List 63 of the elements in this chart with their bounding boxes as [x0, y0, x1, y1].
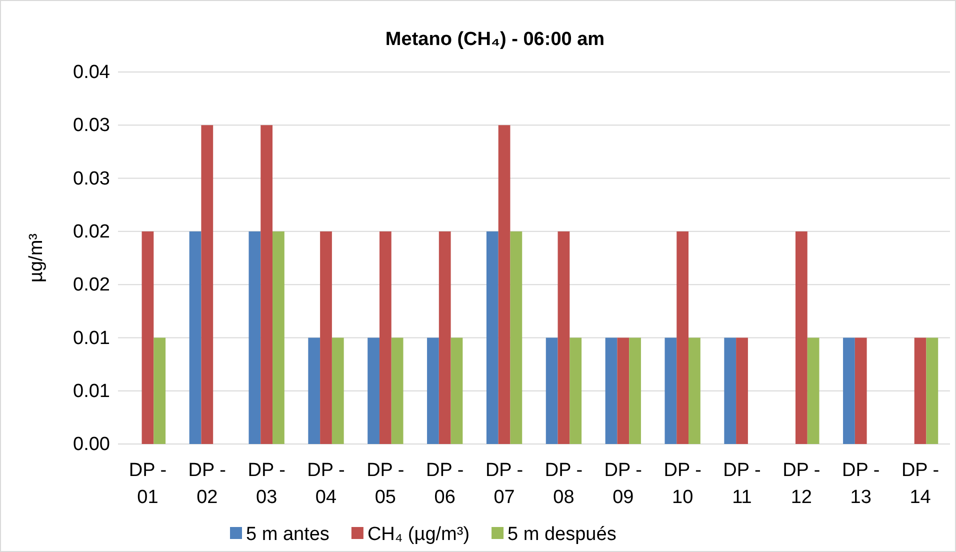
x-tick-label: DP - 01: [128, 460, 167, 508]
bar: [320, 231, 332, 444]
x-tick-label: DP - 02: [188, 460, 226, 508]
bar: [926, 338, 938, 444]
y-tick-label: 0.03: [73, 115, 110, 136]
bar: [189, 231, 202, 444]
bar: [570, 338, 582, 444]
x-tick-label: DP - 12: [782, 460, 820, 508]
y-axis-title: µg/m³: [26, 234, 47, 282]
bar: [807, 338, 820, 444]
bar: [308, 338, 320, 444]
bar: [510, 231, 522, 444]
x-tick-label: DP - 05: [366, 460, 404, 508]
bar: [546, 338, 558, 444]
y-tick-label: 0.04: [73, 62, 110, 84]
bar: [450, 338, 463, 444]
chart-title: Metano (CH₄) - 06:00 am: [385, 29, 605, 50]
legend-label: CH₄ (µg/m³): [367, 524, 470, 545]
y-tick-label: 0.00: [73, 434, 110, 456]
bar: [260, 125, 273, 444]
x-tick-label: DP - 07: [485, 460, 524, 508]
x-tick-label: DP - 03: [248, 460, 286, 508]
bar: [154, 338, 166, 444]
x-tick-label: DP - 14: [901, 460, 940, 508]
bar: [629, 338, 641, 444]
x-tick-label: DP - 04: [307, 460, 345, 508]
bar: [142, 231, 154, 444]
bar: [843, 338, 855, 444]
x-tick-label: DP - 11: [723, 460, 761, 508]
bar: [664, 338, 677, 444]
bar: [724, 338, 736, 444]
legend-label: 5 m después: [508, 524, 616, 545]
x-tick-label: DP - 09: [604, 460, 642, 508]
bar: [498, 125, 510, 444]
bar: [332, 338, 344, 444]
bar: [427, 338, 439, 444]
x-tick-label: DP - 08: [544, 460, 583, 508]
bar: [391, 338, 404, 444]
x-tick-label: DP - 13: [842, 460, 880, 508]
bar: [676, 231, 689, 444]
bar: [605, 338, 618, 444]
bar: [368, 338, 380, 444]
bar: [854, 338, 867, 444]
y-tick-label: 0.03: [73, 168, 110, 190]
y-tick-label: 0.01: [73, 328, 110, 349]
y-tick-label: 0.02: [73, 222, 110, 243]
bar: [248, 231, 261, 444]
bar: [795, 231, 808, 444]
bar: [486, 231, 498, 444]
bar: [201, 125, 214, 444]
legend-label: 5 m antes: [246, 524, 330, 545]
bar: [379, 231, 392, 444]
x-tick-label: DP - 06: [426, 460, 464, 508]
bar: [736, 338, 748, 444]
bar: [688, 338, 700, 444]
bar: [617, 338, 630, 444]
bar: [914, 338, 926, 444]
bar: [558, 231, 570, 444]
bar: [272, 231, 284, 444]
x-tick-label: DP - 10: [664, 460, 702, 508]
y-tick-label: 0.02: [73, 274, 110, 296]
bar: [438, 231, 451, 444]
y-tick-label: 0.01: [73, 380, 110, 402]
